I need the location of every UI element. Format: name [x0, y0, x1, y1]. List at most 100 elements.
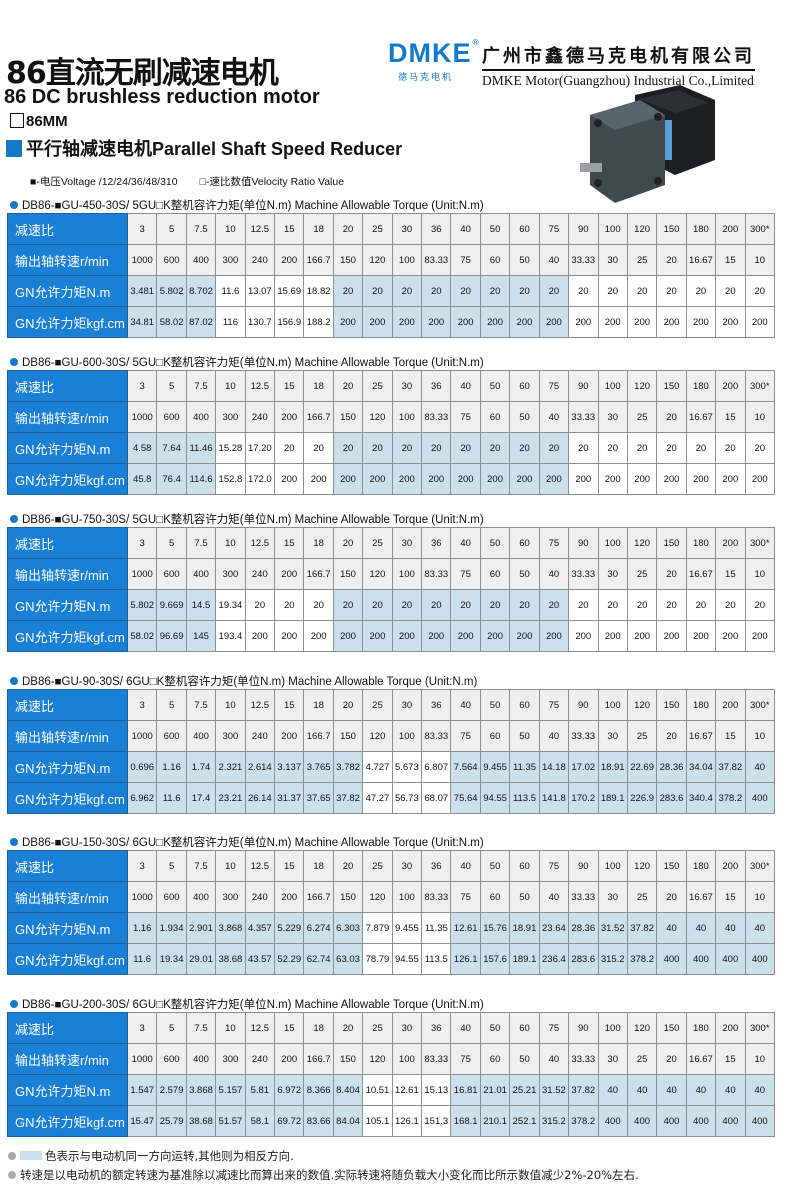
table-cell: 400 [597, 1105, 628, 1137]
table-cell: 400 [744, 943, 776, 975]
table-cell: 40 [538, 720, 570, 752]
table-cell: 75 [538, 370, 570, 402]
table-cell: 400 [185, 558, 217, 590]
table-cell: 40 [626, 1074, 658, 1106]
table-title-text: DB86-■GU-200-30S/ 6GU□K整机容许力矩(单位N.m) Mac… [22, 999, 484, 1011]
table-cell: 23.21 [215, 782, 246, 814]
table-title: DB86-■GU-750-30S/ 5GU□K整机容许力矩(单位N.m) Mac… [10, 511, 484, 527]
table-cell: 210.1 [479, 1105, 511, 1137]
table-cell: 5.157 [215, 1074, 246, 1106]
table-cell: 20 [362, 589, 393, 621]
table-cell: 20 [744, 589, 776, 621]
table-cell: 116 [215, 306, 246, 338]
table-cell: 10 [215, 527, 246, 559]
table-cell: 50 [479, 1012, 511, 1044]
table-cell: 11.35 [421, 912, 452, 944]
table-cell: 100 [391, 1043, 423, 1075]
legend-voltage: ■-电压Voltage /12/24/36/48/310 [30, 176, 178, 188]
table-cell: 20 [450, 275, 481, 307]
table-cell: 10 [744, 244, 776, 276]
table-cell: 9.669 [156, 589, 187, 621]
table-cell: 23.64 [538, 912, 570, 944]
table-cell: 90 [568, 850, 599, 882]
table-cell: 400 [185, 720, 217, 752]
table-cell: 20 [626, 275, 658, 307]
table-cell: 200 [715, 213, 746, 245]
table-row: GN允许力矩N.m 1.547 2.579 3.868 5.157 5.81 6.972 8.… [7, 1074, 776, 1106]
note-speed: 转速是以电动机的额定转速为基准除以减速比而算出来的数值.实际转速将随负载大小变化… [8, 1167, 639, 1183]
table-cell: 40 [744, 751, 776, 783]
row-label: 减速比 [7, 527, 128, 559]
table-cell: 200 [509, 620, 540, 652]
table-cell: 60 [479, 558, 511, 590]
row-label: 减速比 [7, 850, 128, 882]
table-cell: 50 [479, 689, 511, 721]
table-cell: 25 [362, 1012, 393, 1044]
table-cell: 200 [744, 306, 776, 338]
table-cell: 12.5 [244, 689, 276, 721]
table-cell: 100 [597, 850, 628, 882]
table-cell: 75 [538, 689, 570, 721]
table-cell: 200 [744, 463, 776, 495]
table-cell: 200 [391, 306, 423, 338]
table-cell: 3.782 [332, 751, 364, 783]
legend-ratio: □-速比数值Velocity Ratio Value [199, 176, 345, 188]
table-cell: 10 [215, 850, 246, 882]
table-cell: 180 [685, 850, 717, 882]
table-cell: 3.765 [303, 751, 334, 783]
table-cell: 100 [391, 558, 423, 590]
table-cell: 1000 [126, 401, 158, 433]
table-cell: 20 [479, 432, 511, 464]
table-cell: 40 [450, 850, 481, 882]
table-cell: 200 [332, 463, 364, 495]
table-cell: 20 [538, 275, 570, 307]
table-cell: 33.33 [568, 720, 599, 752]
table-cell: 50 [509, 881, 540, 913]
table-row: GN允许力矩kgf.cm 34.81 58.02 87.02 116 130.7 156.9… [7, 306, 776, 338]
table-cell: 200 [597, 306, 628, 338]
table-cell: 37.82 [332, 782, 364, 814]
table-cell: 19.34 [156, 943, 187, 975]
table-cell: 20 [538, 589, 570, 621]
table-cell: 157.6 [479, 943, 511, 975]
table-cell: 20 [538, 432, 570, 464]
table-cell: 37.65 [303, 782, 334, 814]
table-cell: 15 [274, 1012, 305, 1044]
table-cell: 120 [362, 1043, 393, 1075]
table-title: DB86-■GU-150-30S/ 6GU□K整机容许力矩(单位N.m) Mac… [10, 834, 484, 850]
table-cell: 130.7 [244, 306, 276, 338]
table-cell: 3 [126, 850, 158, 882]
table-cell: 25 [362, 370, 393, 402]
table-row: 输出轴转速r/min 1000 600 400 300 240 200 166.7 150 120… [7, 401, 776, 433]
table-cell: 600 [156, 720, 187, 752]
table-cell: 400 [744, 1105, 776, 1137]
table-cell: 20 [332, 275, 364, 307]
table-cell: 20 [568, 589, 599, 621]
row-label: GN允许力矩kgf.cm [7, 306, 128, 338]
table-cell: 83.33 [421, 244, 452, 276]
table-cell: 50 [509, 244, 540, 276]
table-cell: 75 [450, 401, 481, 433]
table-cell: 90 [568, 689, 599, 721]
bullet-icon [10, 201, 18, 209]
table-cell: 34.81 [126, 306, 158, 338]
row-label: GN允许力矩kgf.cm [7, 620, 128, 652]
table-cell: 16.67 [685, 558, 717, 590]
table-cell: 19.34 [215, 589, 246, 621]
table-cell: 3 [126, 370, 158, 402]
table-cell: 240 [244, 720, 276, 752]
table-title-text: DB86-■GU-90-30S/ 6GU□K整机容许力矩(单位N.m) Mach… [22, 676, 478, 688]
table-cell: 40 [538, 881, 570, 913]
table-cell: 120 [362, 401, 393, 433]
table-cell: 58.1 [244, 1105, 276, 1137]
table-cell: 60 [509, 850, 540, 882]
table-cell: 300* [744, 527, 776, 559]
table-cell: 37.82 [715, 751, 746, 783]
table-cell: 200 [274, 401, 305, 433]
table-cell: 400 [656, 943, 687, 975]
table-cell: 200 [421, 620, 452, 652]
table-cell: 400 [685, 1105, 717, 1137]
table-cell: 378.2 [715, 782, 746, 814]
table-cell: 20 [244, 589, 276, 621]
table-row: GN允许力矩kgf.cm 15.47 25.79 38.68 51.57 58.1 69.7… [7, 1105, 776, 1137]
